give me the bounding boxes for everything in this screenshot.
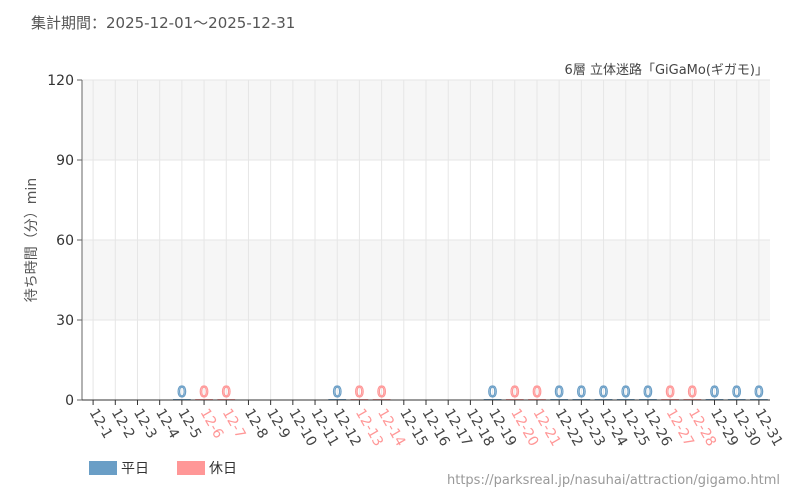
data-label: 0 (688, 383, 698, 401)
data-label: 0 (177, 383, 187, 401)
data-label: 0 (199, 383, 209, 401)
data-label: 0 (621, 383, 631, 401)
data-label: 0 (710, 383, 720, 401)
data-label: 0 (554, 383, 564, 401)
data-label: 0 (754, 383, 764, 401)
data-label: 0 (532, 383, 542, 401)
data-label: 0 (599, 383, 609, 401)
legend-weekday[interactable]: 平日 (89, 458, 149, 478)
source-url[interactable]: https://parksreal.jp/nasuhai/attraction/… (446, 473, 780, 488)
y-tick-label: 90 (56, 153, 74, 169)
period-label: 集計期間：2025-12-01〜2025-12-31 (31, 14, 296, 32)
data-label: 0 (221, 383, 231, 401)
data-label: 0 (377, 383, 387, 401)
y-tick-label: 120 (47, 73, 74, 89)
y-tick-label: 30 (56, 313, 74, 329)
legend-swatch-weekday (89, 461, 117, 475)
legend-label-weekday: 平日 (121, 461, 149, 477)
data-label: 0 (665, 383, 675, 401)
legend: 平日 休日 (89, 458, 265, 478)
y-tick-label: 0 (65, 393, 74, 409)
legend-label-holiday: 休日 (209, 461, 237, 477)
y-axis-label: 待ち時間（分）min (24, 178, 40, 302)
data-label: 0 (732, 383, 742, 401)
data-label: 0 (355, 383, 365, 401)
legend-holiday[interactable]: 休日 (177, 458, 237, 478)
chart-title: 6層 立体迷路「GiGaMo(ギガモ)」 (564, 63, 768, 78)
y-tick-label: 60 (56, 233, 74, 249)
data-label: 0 (488, 383, 498, 401)
data-label: 0 (332, 383, 342, 401)
legend-swatch-holiday (177, 461, 205, 475)
data-label: 0 (510, 383, 520, 401)
data-label: 0 (643, 383, 653, 401)
data-label: 0 (577, 383, 587, 401)
